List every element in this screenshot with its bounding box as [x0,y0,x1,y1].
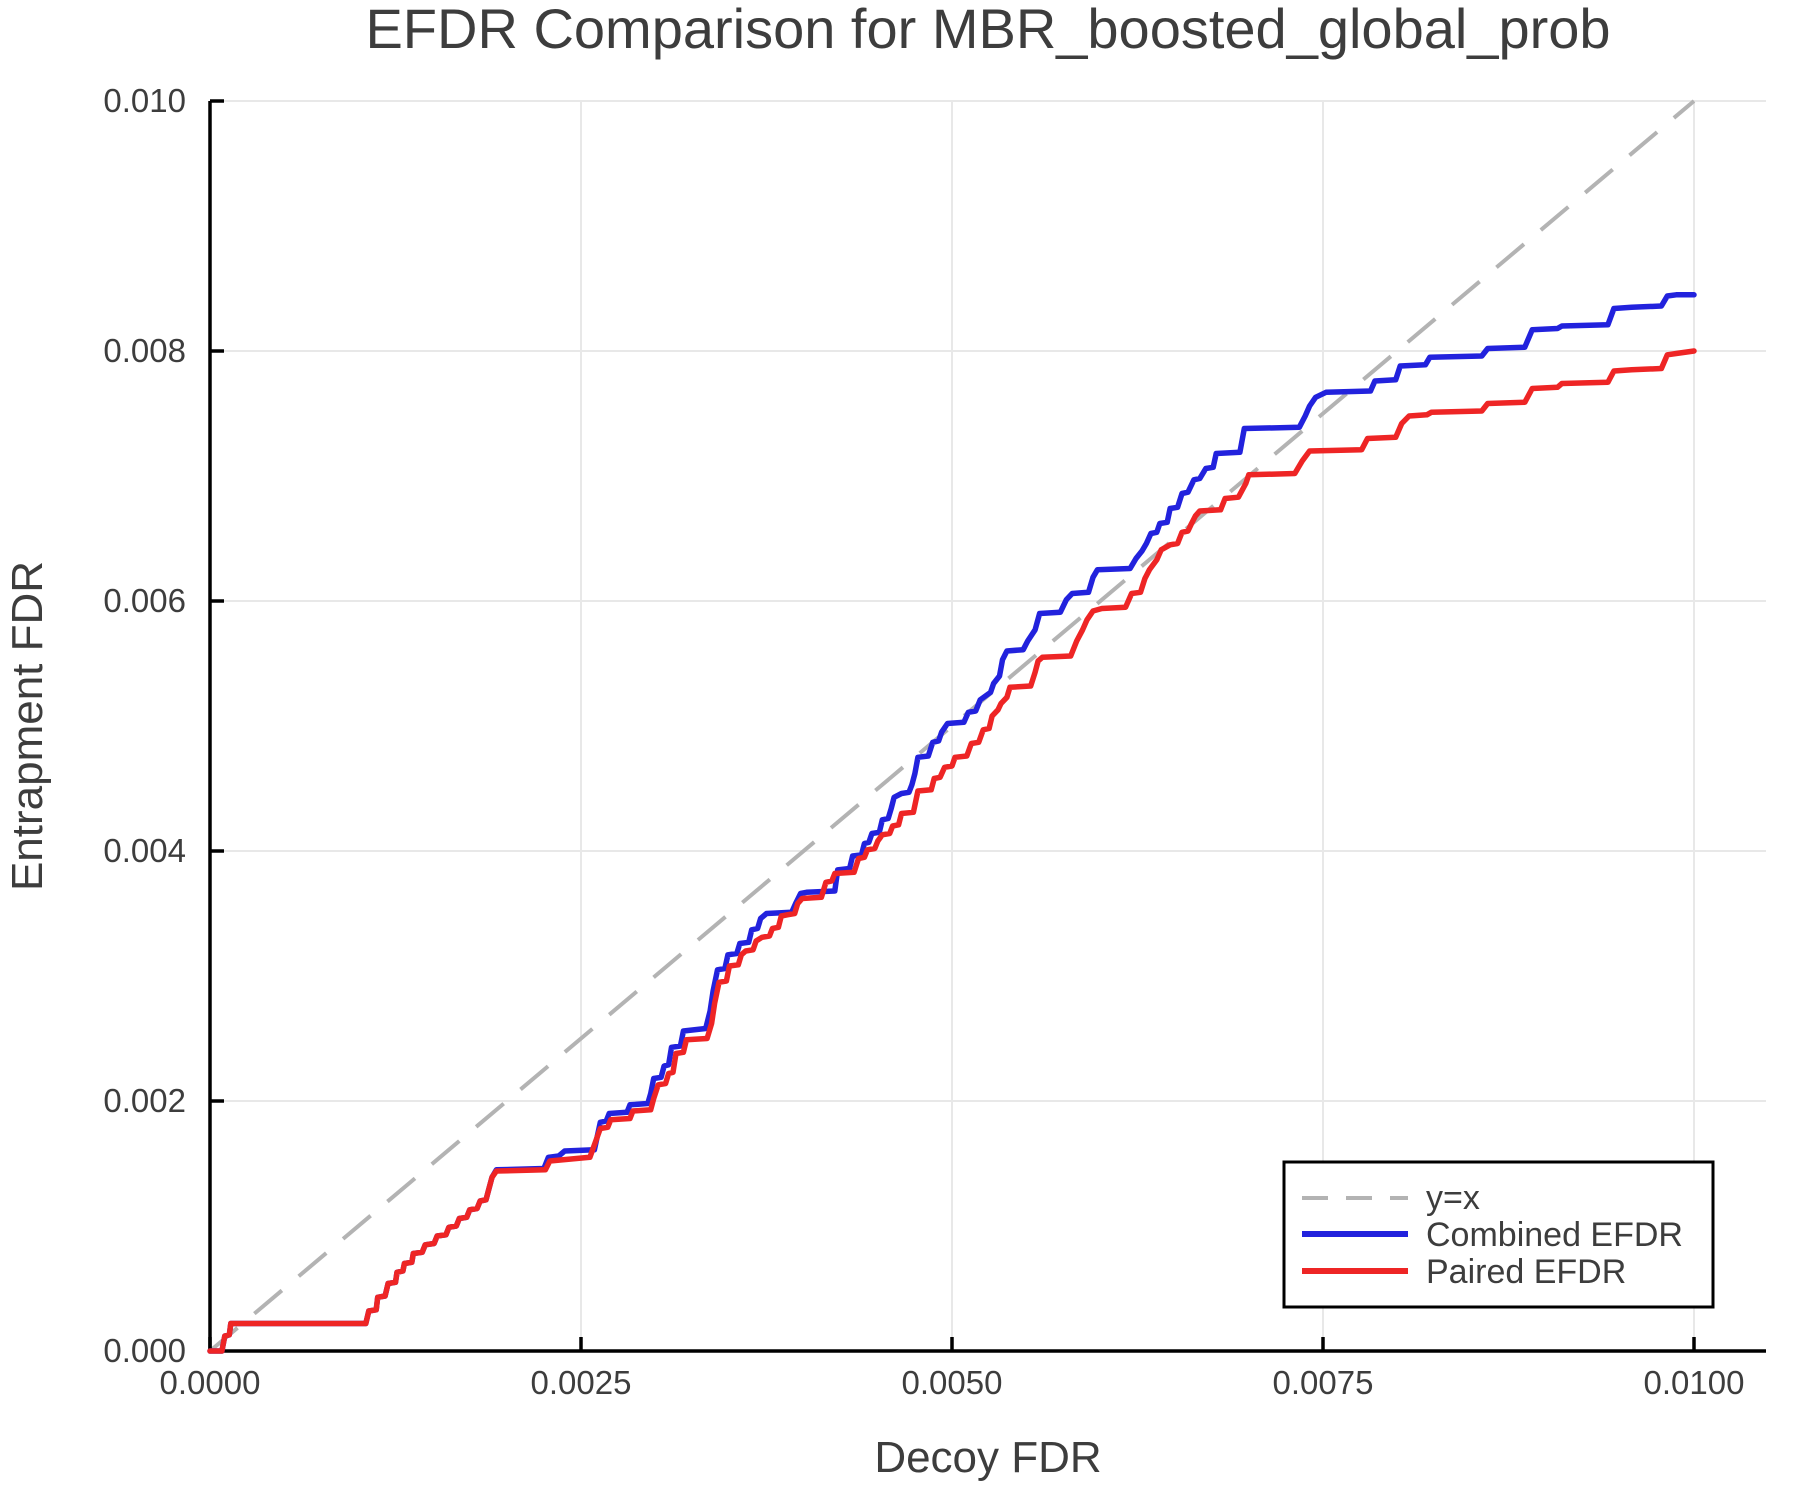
y-tick-label: 0.004 [103,832,186,869]
series-paired-efdr [207,348,1697,1354]
x-tick-label: 0.0050 [902,1364,1003,1401]
identity-line-layer [208,99,1696,1353]
identity-line [208,99,1696,1353]
series-layer [207,292,1697,1354]
x-axis-label: Decoy FDR [874,1433,1101,1482]
y-tick-label: 0.002 [103,1082,186,1119]
x-tick-label: 0.0075 [1273,1364,1374,1401]
legend-label-identity: y=x [1426,1179,1480,1217]
x-tick-label: 0.0025 [531,1364,632,1401]
x-tick-label: 0.0000 [160,1364,261,1401]
legend: y=x Combined EFDR Paired EFDR [1282,1160,1715,1309]
legend-label-paired: Paired EFDR [1426,1253,1626,1291]
x-tick-labels: 0.0000 0.0025 0.0050 0.0075 0.0100 [160,1364,1745,1401]
y-tick-label: 0.008 [103,332,186,369]
y-tick-labels: 0.000 0.002 0.004 0.006 0.008 0.010 [103,82,186,1369]
y-tick-label: 0.000 [103,1332,186,1369]
chart-title: EFDR Comparison for MBR_boosted_global_p… [365,0,1610,60]
legend-label-combined: Combined EFDR [1426,1216,1683,1254]
y-axis-label: Entrapment FDR [3,561,52,891]
x-tick-label: 0.0100 [1644,1364,1745,1401]
y-tick-label: 0.006 [103,582,186,619]
y-tick-label: 0.010 [103,82,186,119]
